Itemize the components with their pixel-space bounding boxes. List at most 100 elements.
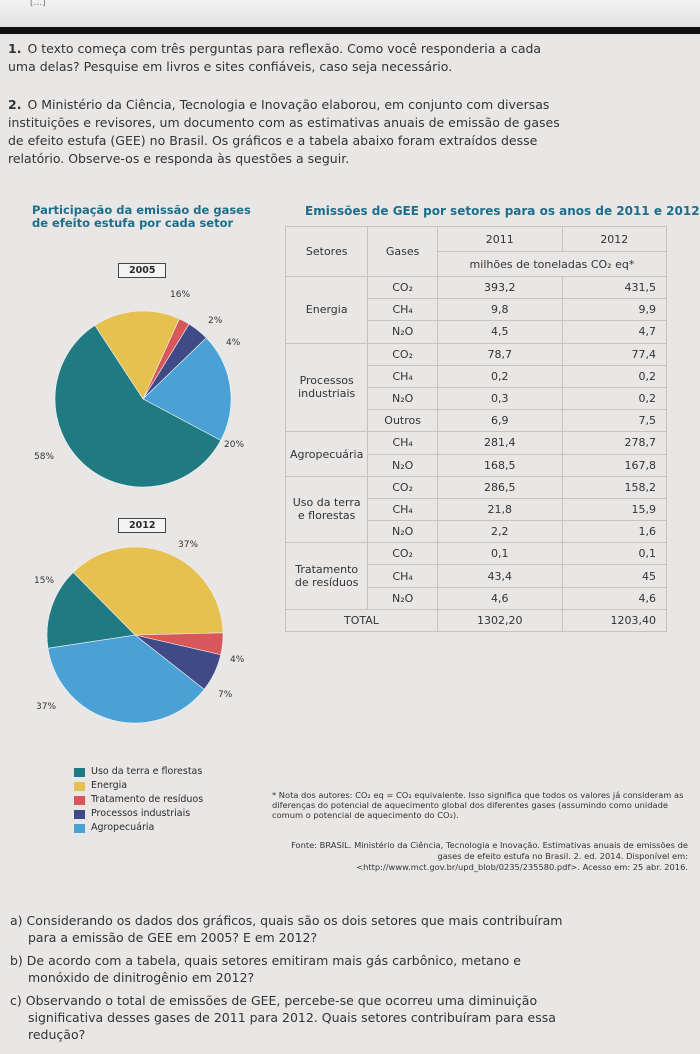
gas-cell: CO₂ — [367, 342, 438, 366]
value-2011-cell: 286,5 — [436, 475, 563, 499]
pie-2012-label-agropecuaria: 37% — [36, 702, 57, 712]
pie-2005-label-industriais: 4% — [226, 338, 241, 348]
value-2012-cell: 9,9 — [561, 298, 668, 322]
legend-label: Agropecuária — [91, 822, 155, 833]
value-2011-cell: 78,7 — [436, 342, 563, 366]
value-2012-cell: 158,2 — [561, 475, 668, 499]
gas-cell: N₂O — [367, 453, 438, 477]
legend-label: Processos industriais — [91, 808, 191, 819]
col-header-2012: 2012 — [561, 226, 668, 252]
pie-slice-uso-da-terra-e-florestas — [54, 324, 222, 488]
gas-cell: CO₂ — [367, 475, 438, 499]
pie-2012-label-energia: 37% — [178, 540, 199, 550]
pie-legend: Uso da terra e florestas Energia Tratame… — [74, 765, 203, 835]
value-2011-cell: 9,8 — [436, 298, 563, 322]
col-header-setores: Setores — [284, 226, 369, 277]
pie-chart-2012 — [46, 546, 224, 724]
pie-slice-energia — [94, 310, 180, 400]
question-b-letter: b) — [10, 953, 23, 968]
table-row: N₂O 168,5 167,8 — [286, 453, 668, 477]
value-2011-cell: 168,5 — [436, 453, 563, 477]
question-a-letter: a) — [10, 913, 23, 928]
gas-cell: CH₄ — [367, 298, 438, 322]
value-2012-cell: 1,6 — [561, 520, 668, 544]
table-row: Agropecuária CH₄ 281,4 278,7 — [284, 431, 668, 477]
value-2012-cell: 0,1 — [561, 542, 668, 566]
table-row: N₂O 4,5 4,7 — [286, 320, 668, 344]
value-2012-cell: 431,5 — [561, 275, 668, 300]
sector-name: Uso da terra e florestas — [284, 475, 369, 544]
top-band: [...] — [0, 0, 700, 34]
value-2012-cell: 4,6 — [561, 586, 668, 610]
value-2012-cell: 0,2 — [561, 386, 668, 411]
table-row: CH₄ 21,8 15,9 — [286, 497, 668, 522]
pie-slice-uso-da-terra-e-florestas — [46, 571, 136, 649]
legend-label: Energia — [91, 780, 128, 791]
emissions-table: Setores Gases 2011 2012 milhões de tonel… — [284, 226, 668, 633]
pie-slice-energia — [72, 546, 224, 636]
gas-cell: N₂O — [367, 320, 438, 344]
gas-cell: CO₂ — [367, 542, 438, 566]
pie-2012-label-uso-terra: 15% — [34, 576, 55, 586]
total-2012: 1203,40 — [561, 608, 668, 633]
gas-cell: CH₄ — [367, 564, 438, 588]
value-2012-cell: 7,5 — [561, 409, 668, 433]
table-row: Uso da terra e florestas CO₂ 286,5 158,2 — [284, 475, 668, 544]
pie-slice-agropecu-ria — [47, 634, 205, 724]
pie-2012-label-residuos: 4% — [230, 655, 245, 665]
gas-cell: CH₄ — [367, 431, 438, 455]
value-2012-cell: 0,2 — [561, 364, 668, 388]
value-2012-cell: 278,7 — [561, 431, 668, 455]
table-note: * Nota dos autores: CO₂ eq = CO₂ equival… — [272, 790, 684, 820]
pie-2005-label-residuos: 2% — [208, 316, 223, 326]
value-2011-cell: 43,4 — [436, 564, 563, 588]
pie-2005-label-agropecuaria: 20% — [224, 440, 245, 450]
table-row: Outros 6,9 7,5 — [286, 409, 668, 433]
legend-item-energia: Energia — [74, 779, 203, 793]
top-divider — [0, 27, 700, 34]
total-2011: 1302,20 — [436, 608, 563, 633]
value-2011-cell: 4,6 — [436, 586, 563, 610]
table-row: Energia CO₂ 393,2 431,5 — [284, 275, 668, 344]
pie-2005-title: 2005 — [118, 263, 167, 278]
value-2011-cell: 2,2 — [436, 520, 563, 544]
total-row: TOTAL 1302,20 1203,40 — [285, 608, 668, 633]
pie-slice-agropecu-ria — [142, 337, 232, 441]
table-row: N₂O 0,3 0,2 — [286, 386, 668, 411]
value-2012-cell: 77,4 — [561, 342, 668, 366]
gas-cell: CH₄ — [367, 364, 438, 388]
gas-cell: N₂O — [367, 386, 438, 411]
sector-name: Processos industriais — [284, 342, 369, 433]
unit-header: milhões de toneladas CO₂ eq* — [436, 251, 668, 277]
legend-swatch — [74, 781, 85, 791]
legend-item-agropecuaria: Agropecuária — [74, 821, 203, 835]
value-2011-cell: 0,1 — [436, 542, 563, 566]
legend-swatch — [74, 823, 85, 833]
question-2: 2. O Ministério da Ciência, Tecnologia e … — [8, 96, 568, 168]
table-row: Processos industriais CO₂ 78,7 77,4 — [284, 342, 668, 433]
legend-label: Tratamento de resíduos — [91, 794, 204, 805]
legend-swatch — [74, 809, 85, 819]
value-2012-cell: 15,9 — [561, 497, 668, 522]
table-row: Tratamento de resíduos CO₂ 0,1 0,1 — [284, 542, 668, 610]
pie-panel-title: Participação da emissão de gases de efei… — [32, 203, 251, 230]
sector-name: Energia — [284, 276, 369, 344]
legend-swatch — [74, 767, 85, 777]
value-2012-cell: 167,8 — [561, 453, 668, 477]
question-a-text: Considerando os dados dos gráficos, quai… — [26, 913, 563, 945]
table-source: Fonte: BRASIL. Ministério da Ciência, Te… — [291, 840, 688, 872]
question-2-number: 2. — [8, 97, 22, 112]
col-header-2011: 2011 — [436, 226, 563, 252]
gas-cell: CH₄ — [367, 497, 438, 522]
pie-2005-label-uso-terra: 58% — [34, 452, 55, 462]
table-row: CH₄ 43,4 45 — [286, 564, 668, 588]
question-1-number: 1. — [8, 41, 22, 56]
value-2011-cell: 6,9 — [436, 409, 563, 433]
legend-item-residuos: Tratamento de resíduos — [74, 793, 203, 807]
value-2012-cell: 4,7 — [561, 320, 668, 344]
question-c-text: Observando o total de emissões de GEE, p… — [25, 993, 556, 1042]
table-row: N₂O 2,2 1,6 — [286, 520, 668, 544]
gas-cell: CO₂ — [367, 275, 438, 300]
sector-name: Tratamento de resíduos — [284, 542, 369, 610]
gas-cell: N₂O — [367, 586, 438, 610]
